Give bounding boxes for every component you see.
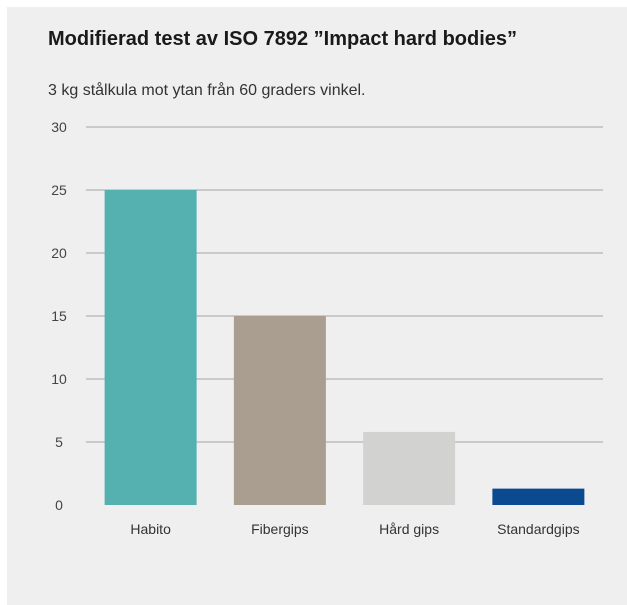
y-tick-label: 0 [55, 497, 63, 513]
chart-panel: Modifierad test av ISO 7892 ”Impact hard… [7, 7, 627, 605]
chart-title: Modifierad test av ISO 7892 ”Impact hard… [48, 28, 518, 50]
bar-chart: 0 5 10 15 20 25 30 Habito Fibergips Hård gips Stan… [51, 119, 603, 537]
bar [104, 190, 197, 505]
x-category-label: Fibergips [251, 521, 309, 537]
y-tick-label: 5 [55, 434, 63, 450]
y-tick-label: 10 [51, 371, 67, 387]
y-tick-label: 30 [51, 119, 67, 135]
chart-subtitle: 3 kg stålkula mot ytan från 60 graders v… [48, 82, 366, 99]
bar [363, 431, 456, 505]
x-category-label: Habito [130, 521, 171, 537]
y-tick-label: 25 [51, 182, 67, 198]
y-tick-label: 15 [51, 308, 67, 324]
bar [233, 316, 326, 505]
x-category-label: Standardgips [497, 521, 580, 537]
x-category-label: Hård gips [379, 521, 439, 537]
y-tick-label: 20 [51, 245, 67, 261]
bar [492, 488, 585, 505]
